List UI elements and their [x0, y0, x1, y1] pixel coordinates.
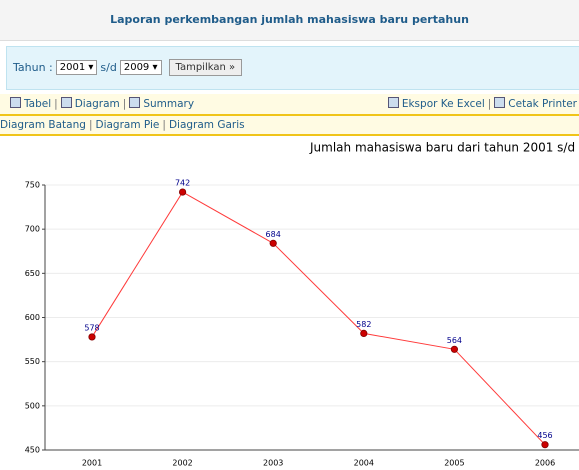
data-point [88, 333, 96, 341]
y-tick-label: 550 [25, 357, 40, 366]
filter-label: Tahun : [13, 61, 53, 74]
y-tick-label: 650 [25, 269, 40, 278]
data-label: 742 [175, 179, 190, 188]
subnav-link[interactable]: Diagram Garis [168, 119, 245, 131]
data-label: 456 [537, 431, 552, 440]
data-label: 684 [266, 230, 281, 239]
icon [129, 97, 141, 108]
subnav: Diagram Batang | Diagram Pie | Diagram Garis [0, 116, 579, 136]
subnav-link[interactable]: Diagram Pie [95, 119, 160, 131]
x-tick-label: 2003 [263, 459, 283, 468]
show-button[interactable]: Tampilkan » [168, 59, 243, 76]
filter-box: Tahun : 2001 ▾ s/d 2009 ▾ Tampilkan » [6, 46, 579, 90]
separator: | [487, 98, 492, 110]
separator: s/d [100, 61, 117, 74]
x-tick-label: 2002 [172, 459, 192, 468]
y-tick-label: 750 [25, 181, 40, 190]
year-to: 2009 [123, 62, 150, 73]
year-to-select[interactable]: 2009 ▾ [119, 60, 162, 75]
data-point [179, 188, 187, 196]
y-tick-label: 450 [25, 446, 40, 455]
data-point [269, 239, 277, 247]
icon [494, 97, 506, 108]
filter-row: Tahun : 2001 ▾ s/d 2009 ▾ Tampilkan » [13, 59, 243, 76]
view-link[interactable]: Diagram [74, 98, 120, 110]
year-from: 2001 [59, 62, 86, 73]
action-links: Ekspor Ke Excel | Cetak Printer [387, 94, 577, 114]
chart-title: Jumlah mahasiswa baru dari tahun 2001 s/… [309, 141, 579, 155]
view-link[interactable]: Tabel [24, 98, 52, 110]
data-line [91, 191, 546, 446]
subnav-link[interactable]: Diagram Batang [0, 119, 86, 131]
data-label: 564 [447, 336, 462, 345]
separator: | [54, 98, 58, 110]
action-link[interactable]: Cetak Printer [508, 98, 577, 110]
x-tick-label: 2001 [82, 459, 102, 468]
data-label: 578 [84, 323, 99, 332]
data-point [450, 345, 458, 353]
data-point [541, 441, 549, 449]
page-header: Laporan perkembangan jumlah mahasiswa ba… [0, 0, 579, 41]
year-from-select[interactable]: 2001 ▾ [55, 60, 98, 75]
data-label: 582 [356, 320, 371, 329]
separator: | [122, 98, 127, 110]
separator: | [88, 119, 93, 131]
view-links: Tabel | Diagram | Summary [10, 94, 194, 114]
icon [387, 97, 399, 108]
view-link[interactable]: Summary [143, 98, 195, 110]
data-point [360, 329, 368, 337]
x-tick-label: 2005 [444, 459, 464, 468]
y-tick-label: 600 [25, 313, 40, 322]
separator: | [162, 119, 166, 131]
icon [10, 97, 21, 108]
y-tick-label: 500 [25, 401, 40, 410]
y-tick-label: 700 [25, 225, 40, 234]
x-tick-label: 2006 [535, 459, 555, 468]
action-link[interactable]: Ekspor Ke Excel [401, 98, 485, 110]
toolbar: Tabel | Diagram | Summary Ekspor Ke Excel | Ce… [0, 94, 579, 116]
icon [60, 97, 72, 108]
x-tick-label: 2004 [354, 459, 374, 468]
